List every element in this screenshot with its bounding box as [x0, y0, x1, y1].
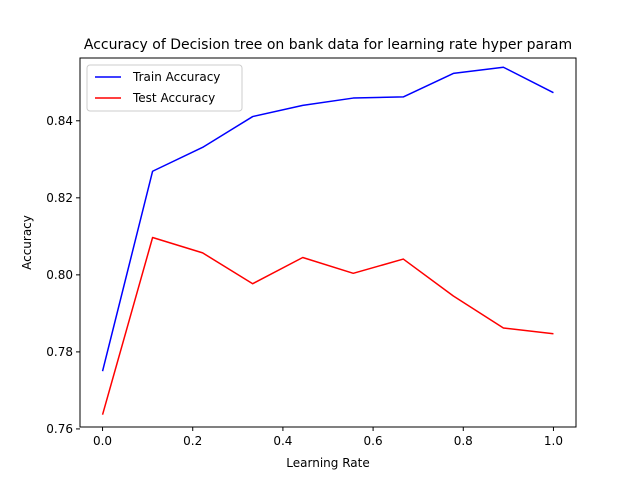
y-tick-label: 0.78	[46, 345, 73, 359]
x-tick-label: 0.2	[183, 434, 202, 448]
y-tick-label: 0.84	[46, 114, 73, 128]
train-accuracy-line	[101, 66, 554, 372]
legend-box	[86, 64, 243, 112]
plot-frame	[79, 57, 577, 428]
plot-area: 0.0 0.2 0.4 0.6 0.8 1.0 0.76 0.78 0.80 0.82 0.84	[46, 57, 577, 448]
y-axis-ticks: 0.76 0.78 0.80 0.82 0.84	[46, 114, 80, 436]
x-axis-label: Learning Rate	[286, 456, 369, 470]
test-accuracy-line	[101, 236, 554, 415]
test-accuracy-legend-label: Test Accuracy	[132, 91, 215, 105]
x-tick-label: 0.0	[93, 434, 112, 448]
x-tick-label: 0.4	[273, 434, 292, 448]
chart-title: Accuracy of Decision tree on bank data f…	[84, 37, 572, 53]
series-layer	[101, 66, 554, 415]
x-tick-label: 1.0	[544, 434, 563, 448]
train-accuracy-legend-label: Train Accuracy	[132, 70, 220, 84]
x-tick-label: 0.8	[454, 434, 473, 448]
y-tick-label: 0.82	[46, 191, 73, 205]
y-tick-label: 0.80	[46, 268, 73, 282]
legend: Train Accuracy Test Accuracy	[86, 64, 243, 112]
x-axis-ticks: 0.0 0.2 0.4 0.6 0.8 1.0	[93, 427, 563, 448]
y-axis-label: Accuracy	[20, 215, 34, 270]
x-tick-label: 0.6	[364, 434, 383, 448]
y-tick-label: 0.76	[46, 422, 73, 436]
